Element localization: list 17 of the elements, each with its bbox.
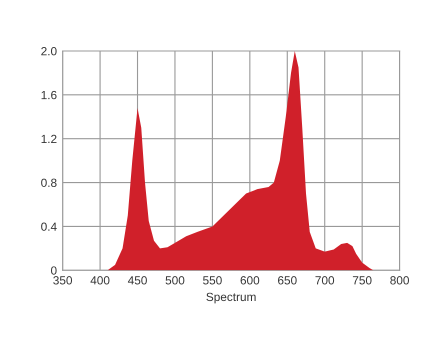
y-tick-label: 0.4 [41, 222, 57, 231]
x-tick-label: 450 [128, 276, 147, 285]
x-tick-label: 600 [240, 276, 260, 285]
x-tick-label: 350 [53, 276, 72, 285]
x-tick-label: 550 [203, 276, 222, 285]
y-tick-label: 1.6 [42, 90, 57, 100]
y-tick-label: 1.2 [42, 134, 56, 143]
x-tick-label: 400 [90, 276, 110, 285]
y-tick-label: 0 [50, 266, 57, 275]
y-tick-label: 0.8 [41, 178, 57, 187]
x-tick-label: 700 [315, 276, 334, 285]
x-axis-title: Spectrum [206, 292, 256, 304]
x-tick-label: 500 [166, 276, 184, 285]
x-tick-label: 750 [352, 276, 372, 285]
x-tick-label: 650 [278, 276, 297, 285]
x-tick-label: 800 [390, 276, 409, 285]
y-tick-label: 2.0 [41, 47, 57, 56]
